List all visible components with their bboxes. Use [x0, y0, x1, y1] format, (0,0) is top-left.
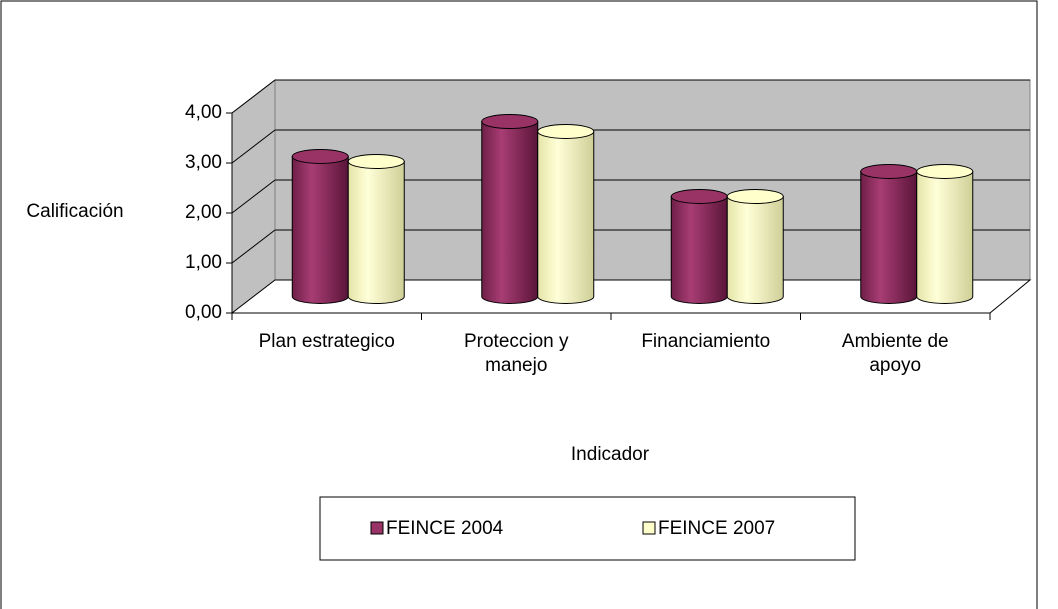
y-tick-label: 3,00: [185, 152, 222, 173]
bar: [481, 121, 539, 304]
bar: [291, 156, 349, 304]
grid-line: [231, 129, 276, 164]
y-tick-label: 1,00: [185, 252, 222, 273]
bar-top: [481, 114, 539, 129]
legend-box: [319, 496, 856, 561]
legend-swatch: [642, 521, 656, 535]
bar: [726, 196, 784, 304]
grid-line: [231, 229, 276, 264]
bar: [670, 196, 728, 304]
y-tick-label: 2,00: [185, 202, 222, 223]
bar-top: [860, 164, 918, 179]
bar-top: [291, 149, 349, 164]
legend-label: FEINCE 2004: [386, 518, 504, 539]
bar: [537, 131, 595, 304]
bar: [347, 161, 405, 304]
x-tick-label: Proteccion y manejo: [463, 331, 569, 376]
floor: [230, 279, 1032, 314]
x-tick-label: Financiamiento: [641, 331, 771, 352]
bar-top: [916, 164, 974, 179]
bar-top: [347, 154, 405, 169]
legend-label: FEINCE 2007: [658, 518, 775, 539]
x-tick-label: Plan estrategico: [258, 331, 395, 352]
bar-top: [537, 124, 595, 139]
x-tick-label: Ambiente de apoyo: [841, 331, 949, 376]
grid-line: [231, 179, 276, 214]
y-axis-title: Calificación: [26, 201, 123, 222]
bar: [916, 171, 974, 304]
x-axis-title: Indicador: [571, 444, 650, 465]
bar-top: [670, 189, 728, 204]
bar: [860, 171, 918, 304]
y-tick-label: 0,00: [185, 302, 222, 323]
legend-swatch: [370, 521, 384, 535]
bar-top: [726, 189, 784, 204]
grid-line: [231, 79, 276, 114]
y-tick-label: 4,00: [185, 102, 222, 123]
